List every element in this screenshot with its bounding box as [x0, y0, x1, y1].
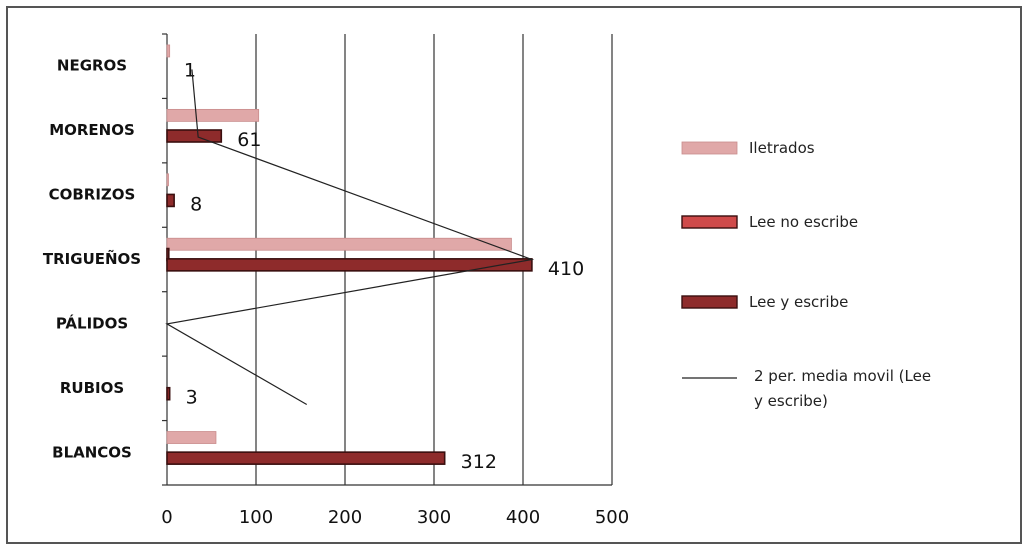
x-tick-label: 300 [417, 507, 451, 528]
legend-label: Iletrados [749, 139, 815, 157]
category-label: PÁLIDOS [56, 313, 128, 332]
x-tick-label: 500 [595, 507, 629, 528]
x-tick-label: 0 [161, 507, 172, 528]
category-label: BLANCOS [52, 443, 132, 461]
data-label: 8 [190, 193, 202, 215]
category-label: MORENOS [49, 121, 135, 139]
bar-iletrados [166, 108, 260, 122]
bar-iletrados [166, 431, 217, 444]
category-label: NEGROS [57, 57, 127, 75]
legend-swatch-lee-no-escribe [681, 215, 738, 229]
bar-lee-y-escribe [166, 451, 446, 465]
legend-swatch-iletrados [681, 141, 738, 155]
legend-label: Lee no escribe [749, 213, 858, 231]
legend-swatch-lee-y-escribe [681, 295, 738, 309]
trendline [165, 69, 535, 405]
legend-label: 2 per. media movil (Lee [754, 367, 931, 385]
bar-iletrados [166, 44, 171, 58]
bar-lee-y-escribe [166, 129, 223, 143]
category-label: RUBIOS [60, 379, 124, 397]
x-tick-label: 400 [506, 507, 540, 528]
bar-iletrados [166, 173, 169, 187]
data-label: 410 [548, 258, 584, 280]
data-label: 61 [237, 129, 261, 151]
x-tick-label: 100 [239, 507, 273, 528]
legend-label: Lee y escribe [749, 293, 848, 311]
bar-lee-y-escribe [166, 193, 175, 208]
legend-label: y escribe) [754, 392, 828, 410]
bar-lee-y-escribe [166, 258, 533, 272]
category-label: COBRIZOS [49, 186, 136, 204]
x-tick-label: 200 [328, 507, 362, 528]
data-label: 1 [184, 59, 196, 81]
data-label: 312 [461, 451, 497, 473]
bar-iletrados [166, 237, 512, 251]
data-label: 3 [186, 387, 198, 409]
category-label: TRIGUEÑOS [43, 249, 141, 268]
bar-lee-y-escribe [166, 386, 171, 401]
